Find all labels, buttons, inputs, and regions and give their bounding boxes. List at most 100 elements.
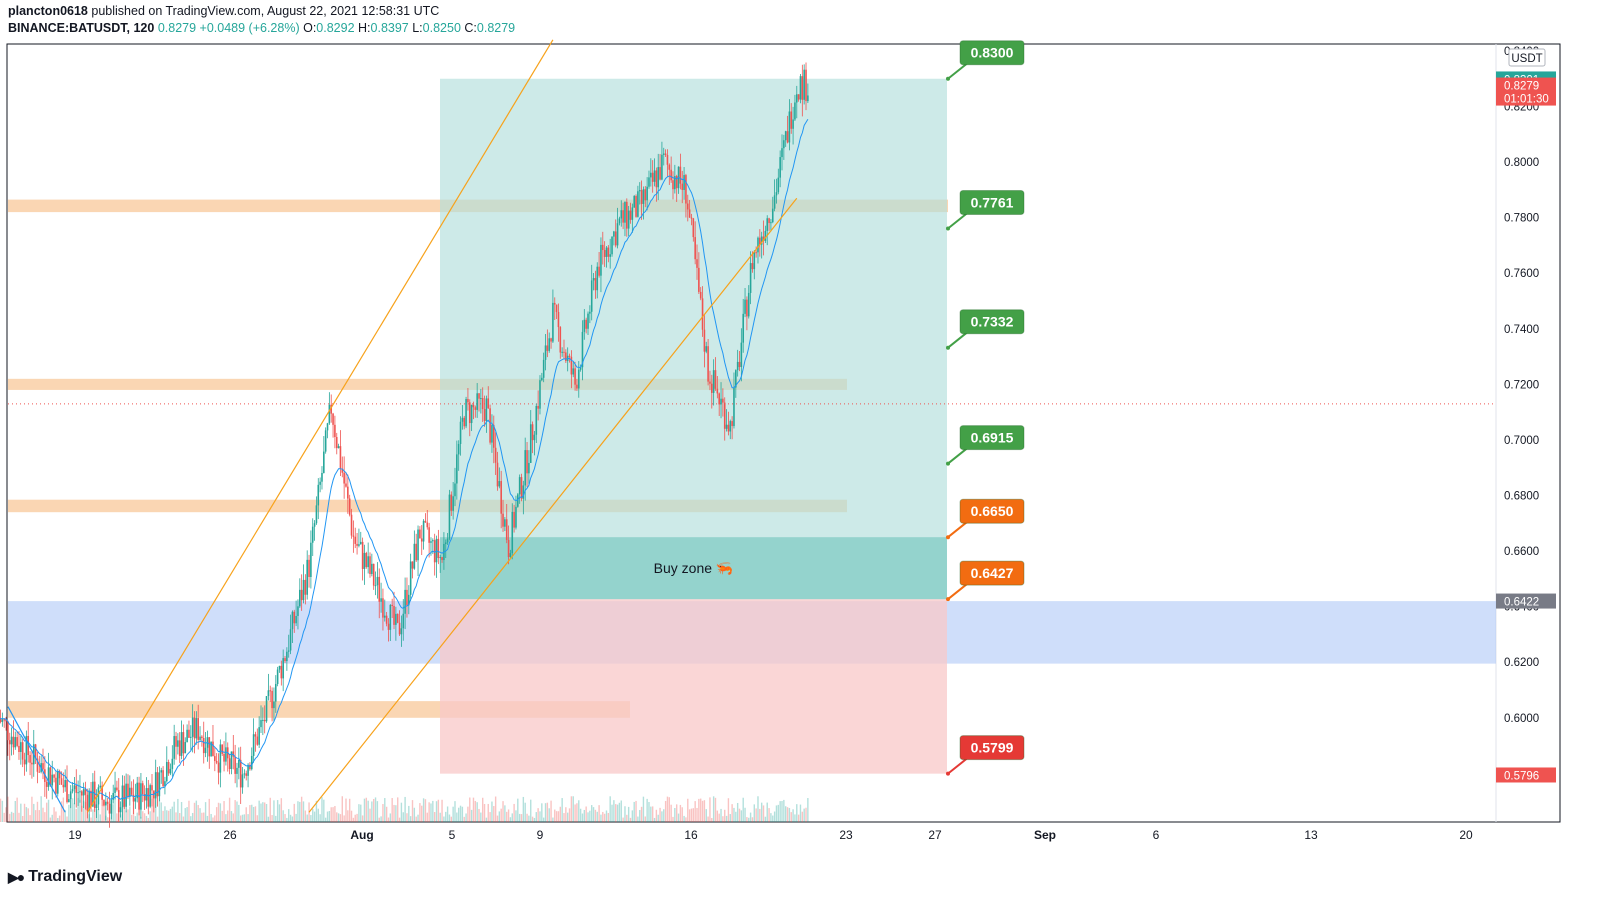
volume-bar (736, 802, 739, 822)
volume-bar (457, 807, 460, 822)
volume-bar (164, 806, 166, 822)
candle-body (310, 542, 312, 577)
target-pointer (947, 61, 969, 80)
volume-bar (269, 797, 271, 822)
candle-body (190, 736, 192, 738)
volume-bar (799, 804, 802, 822)
symbol-label[interactable]: BINANCE:BATUSDT, 120 (8, 21, 155, 35)
candle-body (359, 541, 362, 545)
candle-body (197, 718, 199, 740)
candle-body (596, 266, 599, 291)
volume-bar (384, 798, 386, 822)
candle-body (520, 477, 523, 499)
volume-bar (234, 800, 236, 822)
volume-bar (557, 811, 560, 822)
volume-bar (119, 814, 122, 822)
candle-body (112, 792, 115, 800)
target-badge (959, 735, 1025, 761)
channel-line-1 (308, 197, 798, 813)
candle-body (56, 771, 59, 794)
candle-body (655, 170, 658, 188)
candle-body (400, 628, 403, 635)
candle-body (223, 753, 225, 762)
candle-body (108, 803, 111, 814)
open-value: 0.8292 (316, 21, 355, 35)
candle-body (533, 434, 536, 441)
volume-bar (317, 808, 319, 822)
volume-bar (142, 811, 144, 822)
volume-bar (262, 802, 264, 822)
candle-body (395, 613, 397, 625)
volume-bar (1, 800, 4, 822)
stop-box (440, 599, 947, 774)
volume-bar (10, 811, 13, 822)
price-tag-countdown: 01:01:30 (1504, 94, 1549, 106)
candle-body (642, 189, 645, 204)
candle-body (404, 589, 406, 614)
volume-bar (469, 797, 471, 822)
candle-body (483, 408, 486, 421)
tradingview-logo[interactable]: ▶● TradingView (8, 868, 122, 886)
candle-body (265, 696, 268, 722)
candle-body (398, 622, 401, 635)
volume-bar (167, 810, 170, 822)
volume-bar (238, 804, 240, 822)
volume-bar (805, 807, 807, 822)
candle-body (71, 789, 74, 792)
volume-bar (705, 809, 707, 822)
volume-bar (328, 811, 331, 822)
author-name[interactable]: plancton0618 (8, 4, 88, 18)
resistance-zone-1 (8, 378, 847, 390)
candle-body (177, 740, 179, 747)
candle-body (742, 313, 745, 343)
high-value: 0.8397 (370, 21, 409, 35)
target-anchor (946, 597, 950, 602)
candle-body (8, 740, 11, 745)
volume-bar (670, 804, 672, 822)
volume-bar (156, 816, 159, 822)
candle-body (522, 485, 525, 499)
volume-bar (502, 801, 504, 822)
currency-badge (1508, 48, 1546, 67)
volume-bar (642, 796, 645, 822)
volume-bar (546, 802, 549, 822)
candle-body (456, 454, 458, 484)
volume-bar (675, 804, 678, 822)
volume-bar (79, 799, 81, 822)
price-tag-value: 0.6422 (1504, 597, 1539, 609)
candle-body (433, 540, 436, 563)
candle-body (184, 742, 187, 754)
candle-body (535, 405, 538, 435)
volume-bar (166, 810, 168, 822)
volume-bar (398, 817, 401, 822)
volume-bar (3, 812, 5, 822)
candle-body (18, 745, 20, 752)
candle-body (387, 623, 390, 630)
candle-body (297, 606, 299, 616)
candle-body (419, 529, 421, 539)
volume-bar (605, 810, 608, 822)
candle-body (710, 383, 713, 393)
candle-body (361, 541, 364, 569)
target-label-0.6650: 0.6650 (946, 498, 1025, 540)
volume-bar (668, 797, 671, 822)
volume-bar (627, 806, 630, 822)
volume-bar (136, 812, 138, 822)
volume-bar (140, 816, 142, 822)
volume-bar (688, 809, 691, 822)
volume-bar (158, 797, 161, 822)
volume-bar (0, 798, 2, 822)
volume-bar (5, 807, 7, 822)
volume-bar (555, 811, 558, 822)
candle-body (337, 446, 340, 449)
volume-bar (278, 804, 281, 822)
candle-body (411, 561, 414, 569)
candle-body (638, 190, 641, 192)
volume-bar (42, 807, 44, 822)
volume-bar (228, 797, 231, 822)
candle-body (598, 266, 600, 276)
candle-body (136, 782, 139, 799)
volume-bar (321, 797, 323, 822)
candle-body (169, 768, 172, 774)
